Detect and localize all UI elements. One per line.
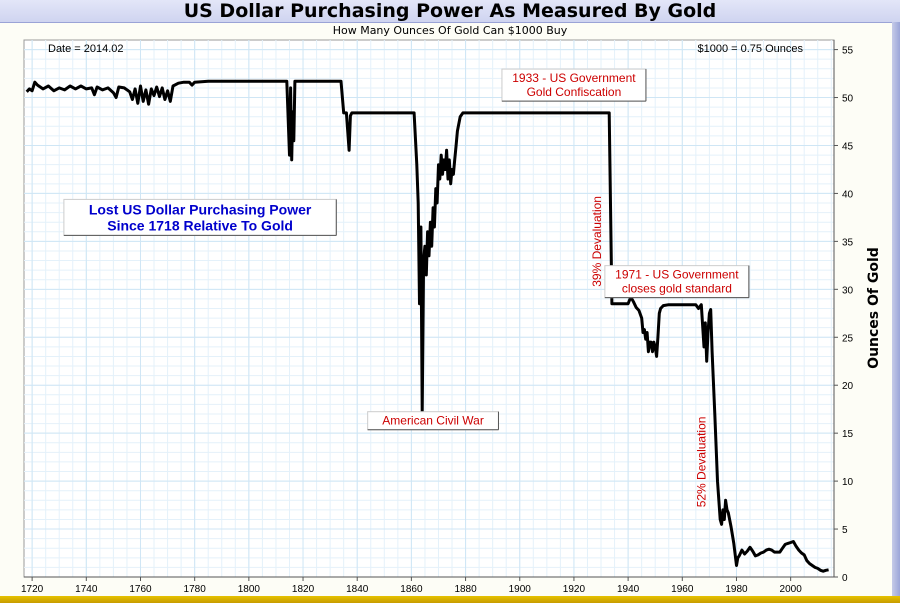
x-tick-label: 1780 [184,584,207,595]
y-tick-label: 30 [842,285,854,296]
annotation-text: 52% Devaluation [694,417,708,508]
annotation-text: 1933 - US Government [512,71,636,85]
x-tick-label: 1980 [725,584,748,595]
series-layer [25,79,829,573]
title-bar [0,0,900,23]
window-bottom-edge [0,596,900,603]
x-tick-label: 1840 [346,584,369,595]
y-tick-label: 40 [842,189,854,200]
y-tick-label: 0 [842,573,848,584]
annotation-box [501,68,647,102]
y-axis-label: Ounces Of Gold [866,247,882,369]
series-line [25,79,829,573]
annotation-devaluation-52: 52% Devaluation [694,417,708,508]
x-tick-label: 1800 [238,584,261,595]
window-right-edge [892,22,900,596]
annotation-civil-war: American Civil War [367,411,499,431]
annotation-text: closes gold standard [622,282,732,296]
y-tick-label: 10 [842,477,854,488]
annotation-text: American Civil War [382,414,484,428]
annotation-text: 39% Devaluation [590,196,604,287]
y-tick-label: 50 [842,94,854,105]
annotation-text: Gold Confiscation [527,85,622,99]
y-tick-label: 15 [842,429,854,440]
x-tick-label: 1880 [454,584,477,595]
annotation-text: Lost US Dollar Purchasing Power [89,201,312,217]
y-tick-label: 45 [842,141,854,152]
x-tick-label: 1920 [563,584,586,595]
annotation-text: Since 1718 Relative To Gold [107,217,293,233]
x-tick-label: 1740 [75,584,98,595]
y-tick-label: 35 [842,237,854,248]
x-tick-label: 1860 [400,584,423,595]
chart-title: US Dollar Purchasing Power As Measured B… [183,0,717,22]
y-tick-label: 20 [842,381,854,392]
y-tick-label: 5 [842,525,848,536]
annotation-devaluation-39: 39% Devaluation [590,196,604,287]
x-tick-label: 1760 [129,584,152,595]
annotation-box [63,198,337,236]
x-tick-label: 1720 [21,584,44,595]
chart-subtitle: How Many Ounces Of Gold Can $1000 Buy [332,24,568,37]
annotations-layer: American Civil War 1933 - US GovernmentGo… [63,68,750,508]
date-label: Date = 2014.02 [48,43,124,55]
y-tick-label: 55 [842,46,854,57]
x-tick-label: 1940 [617,584,640,595]
y-tick-label: 25 [842,333,854,344]
annotation-text: 1971 - US Government [615,268,739,282]
x-tick-label: 2000 [780,584,803,595]
x-tick-label: 1900 [509,584,532,595]
axes-layer: 1720 1740 1760 1780 1800 1820 1840 1860 1880 1900… [21,40,854,595]
current-value-label: $1000 = 0.75 Ounces [698,43,804,55]
x-tick-label: 1820 [292,584,315,595]
x-tick-label: 1960 [671,584,694,595]
